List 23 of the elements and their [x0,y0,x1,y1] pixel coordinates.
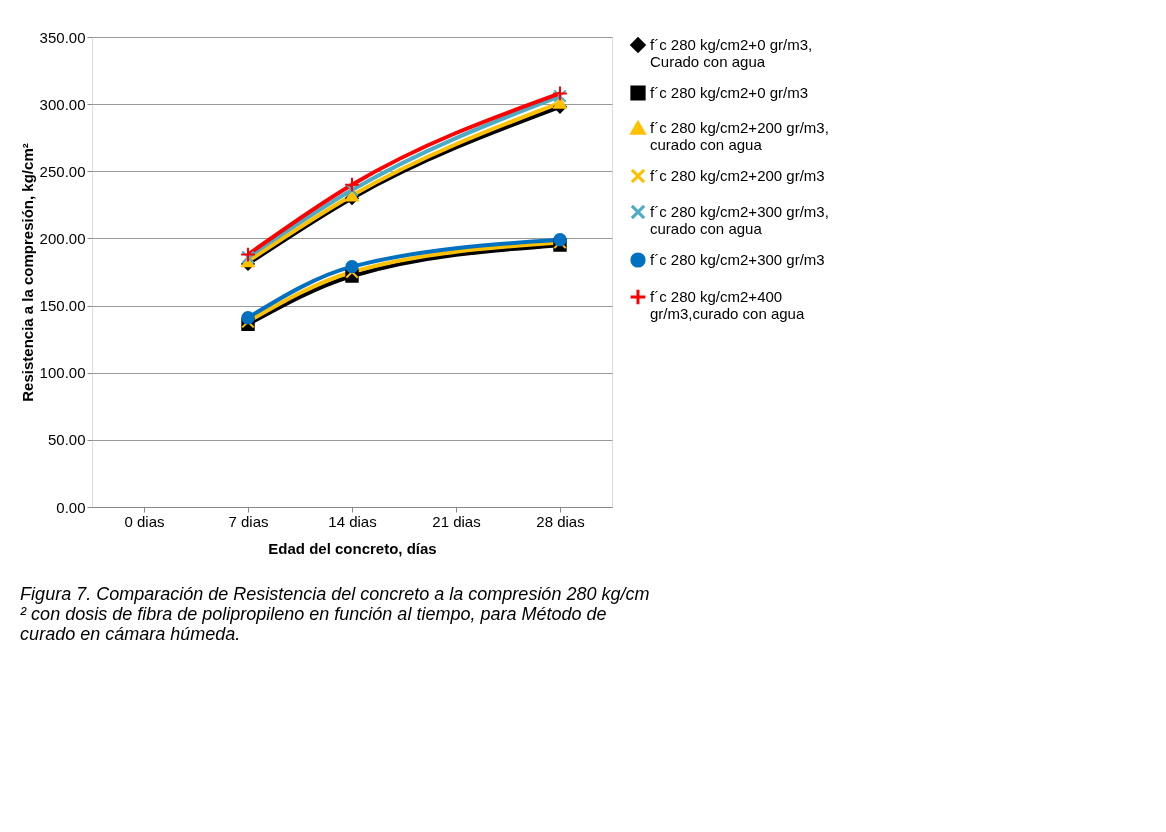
legend-label: f´c 280 kg/cm2+200 gr/m3 [650,167,825,184]
x-axis-title: Edad del concreto, días [268,539,437,557]
y-tick-label: 100.00 [39,364,86,382]
y-tick-label: 0.00 [56,498,86,516]
x-tick-label: 28 dias [536,512,585,530]
y-tick-label: 200.00 [39,229,86,247]
legend-label: f´c 280 kg/cm2+300 gr/m3 [650,251,825,268]
y-axis-title: Resistencia a la compresión, kg/cm² [18,143,36,402]
y-tick-label: 350.00 [39,28,86,46]
x-tick-label: 14 dias [328,512,377,530]
y-tick-label: 300.00 [39,95,86,113]
text: Figura 7. Comparación de Resistencia del concreto a la compresión 280 kg/cm ² con dosis de fibra de polipropileno en función al tiempo, para Método de curado en cámara húmeda. [20,584,650,644]
x-tick-label: 0 dias [124,512,165,530]
legend-label: f´c 280 kg/cm2+0 gr/m3, Curado con agua [650,36,813,70]
x-tick-label: 7 dias [228,512,269,530]
y-tick-label: 250.00 [39,162,86,180]
y-tick-label: 50.00 [47,431,86,449]
legend-label: f´c 280 kg/cm2+200 gr/m3, curado con agua [650,119,829,153]
legend-label: f´c 280 kg/cm2+300 gr/m3, curado con agua [650,203,829,237]
x-tick-label: 21 dias [432,512,481,530]
legend-label: f´c 280 kg/cm2+0 gr/m3 [650,84,808,101]
y-tick-label: 150.00 [39,297,86,315]
legend-label: f´c 280 kg/cm2+400 gr/m3,curado con agua [650,288,805,322]
